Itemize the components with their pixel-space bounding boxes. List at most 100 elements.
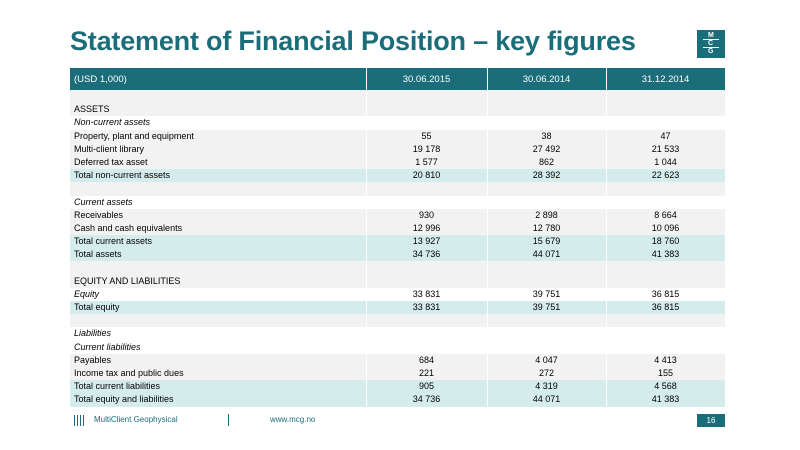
- footer-url[interactable]: www.mcg.no: [270, 415, 316, 424]
- row-value: [606, 314, 726, 328]
- table-row: Total current assets 13 927 15 679 18 760: [70, 235, 726, 249]
- page-number: 16: [697, 414, 725, 427]
- row-value: [487, 182, 607, 196]
- row-value: [366, 274, 488, 288]
- row-value: 8 664: [606, 208, 726, 222]
- row-value: 34 736: [366, 393, 488, 407]
- footer-company: MultiClient Geophysical: [94, 415, 178, 424]
- row-value: 33 831: [366, 287, 488, 301]
- row-value: [366, 116, 488, 130]
- row-label: ASSETS: [70, 103, 367, 117]
- row-value: 21 533: [606, 142, 726, 156]
- logo-letter-m: M: [708, 32, 714, 39]
- row-value: [487, 195, 607, 209]
- row-value: 12 780: [487, 221, 607, 236]
- row-value: [606, 327, 726, 341]
- row-value: 34 736: [366, 248, 488, 262]
- header-col-2: 30.06.2014: [487, 68, 607, 90]
- row-value: 1 577: [366, 155, 488, 170]
- row-label: Current liabilities: [70, 340, 367, 354]
- row-value: 15 679: [487, 235, 607, 249]
- table-row: [70, 314, 726, 328]
- row-value: 55: [366, 129, 488, 143]
- row-value: [366, 327, 488, 341]
- row-value: 4 319: [487, 380, 607, 394]
- row-value: [487, 340, 607, 354]
- row-label: Liabilities: [70, 327, 367, 341]
- row-label: Cash and cash equivalents: [70, 221, 367, 236]
- row-label: Equity: [70, 287, 367, 301]
- table-row: Current liabilities: [70, 340, 726, 354]
- table-row: Current assets: [70, 195, 726, 209]
- row-label: Property, plant and equipment: [70, 129, 367, 143]
- row-value: [366, 195, 488, 209]
- financial-table: (USD 1,000) 30.06.2015 30.06.2014 31.12.…: [70, 68, 726, 407]
- row-value: 19 178: [366, 142, 488, 156]
- row-value: 12 996: [366, 221, 488, 236]
- row-value: 28 392: [487, 169, 607, 183]
- row-value: [366, 261, 488, 275]
- row-value: [366, 314, 488, 328]
- row-value: 33 831: [366, 301, 488, 315]
- row-label: [70, 90, 367, 104]
- row-label: Total non-current assets: [70, 169, 367, 183]
- row-value: [487, 103, 607, 117]
- table-row: [70, 261, 726, 275]
- row-label: Total assets: [70, 248, 367, 262]
- table-row: Property, plant and equipment 55 38 47: [70, 129, 726, 143]
- row-value: [606, 274, 726, 288]
- row-label: [70, 314, 367, 328]
- footer: MultiClient Geophysical www.mcg.no 16: [70, 414, 725, 427]
- row-value: [366, 103, 488, 117]
- row-label: Non-current assets: [70, 116, 367, 130]
- row-value: 41 383: [606, 393, 726, 407]
- row-value: 221: [366, 366, 488, 381]
- row-value: [487, 116, 607, 130]
- row-value: 44 071: [487, 393, 607, 407]
- table-row: Cash and cash equivalents 12 996 12 780 10 …: [70, 221, 726, 236]
- table-row: Equity 33 831 39 751 36 815: [70, 287, 726, 301]
- row-value: 39 751: [487, 287, 607, 301]
- row-value: [606, 103, 726, 117]
- table-row: Deferred tax asset 1 577 862 1 044: [70, 155, 726, 170]
- table-row: ASSETS: [70, 103, 726, 117]
- table-row: Total equity and liabilities 34 736 44 071…: [70, 393, 726, 407]
- row-value: 4 568: [606, 380, 726, 394]
- row-label: Total equity: [70, 301, 367, 315]
- row-value: 47: [606, 129, 726, 143]
- row-value: [487, 327, 607, 341]
- row-label: Total current liabilities: [70, 380, 367, 394]
- table-row: Receivables 930 2 898 8 664: [70, 208, 726, 222]
- table-row: Total assets 34 736 44 071 41 383: [70, 248, 726, 262]
- header-col-3: 31.12.2014: [606, 68, 726, 90]
- header-unit: (USD 1,000): [70, 68, 367, 90]
- row-value: 36 815: [606, 301, 726, 315]
- row-value: [487, 274, 607, 288]
- table-header-row: (USD 1,000) 30.06.2015 30.06.2014 31.12.…: [70, 68, 726, 90]
- row-value: 18 760: [606, 235, 726, 249]
- footer-bars-icon: [74, 415, 86, 426]
- header-col-1: 30.06.2015: [366, 68, 488, 90]
- row-value: 41 383: [606, 248, 726, 262]
- table-row: Multi-client library 19 178 27 492 21 533: [70, 142, 726, 156]
- table-body: ASSETS Non-current assets Property, plant …: [70, 90, 726, 407]
- row-value: 930: [366, 208, 488, 222]
- footer-divider: [228, 414, 229, 426]
- row-value: 10 096: [606, 221, 726, 236]
- row-value: 38: [487, 129, 607, 143]
- row-value: [487, 90, 607, 104]
- table-row: Income tax and public dues 221 272 155: [70, 366, 726, 381]
- table-row: EQUITY AND LIABILITIES: [70, 274, 726, 288]
- row-value: [606, 195, 726, 209]
- row-label: Income tax and public dues: [70, 366, 367, 381]
- row-label: Receivables: [70, 208, 367, 222]
- row-label: Total equity and liabilities: [70, 393, 367, 407]
- row-value: 13 927: [366, 235, 488, 249]
- table-row: Non-current assets: [70, 116, 726, 130]
- table-row: Payables 684 4 047 4 413: [70, 353, 726, 367]
- logo-divider: [703, 47, 719, 48]
- row-value: 905: [366, 380, 488, 394]
- table-row: [70, 90, 726, 104]
- row-label: [70, 261, 367, 275]
- row-value: [366, 182, 488, 196]
